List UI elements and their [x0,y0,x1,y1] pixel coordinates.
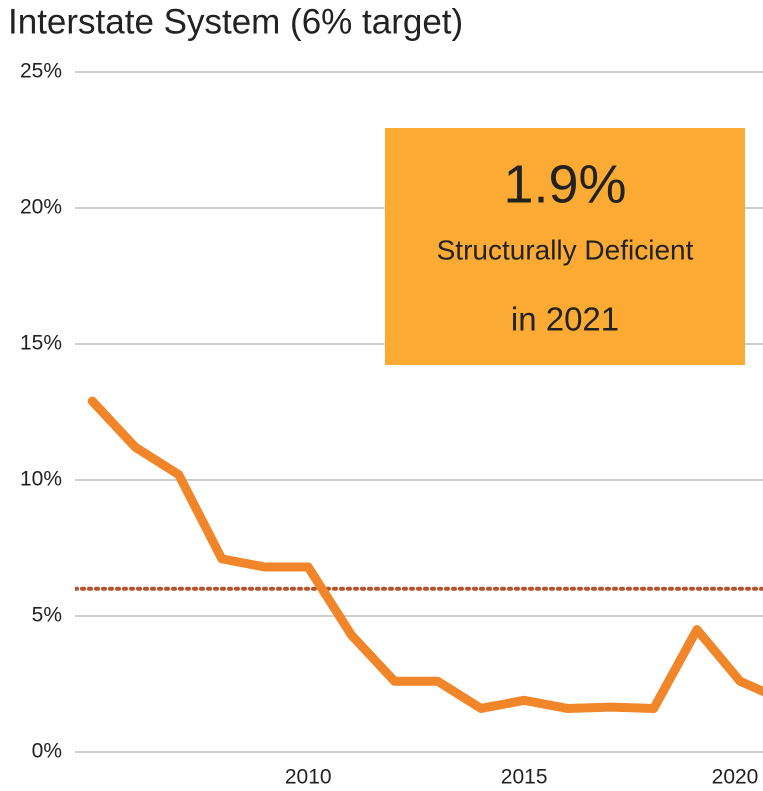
y-tick-label: 15% [20,332,62,355]
y-tick-label: 25% [20,60,62,83]
plot-area [75,396,763,713]
annotation-headline: 1.9% [503,154,626,214]
annotation-box [385,128,745,365]
x-tick-label: 2020 [712,766,759,789]
y-tick-label: 5% [32,604,62,627]
data-line [87,396,763,713]
annotation-text: Structurally Deficient [437,234,694,265]
annotation-text: in 2021 [511,301,619,338]
y-tick-label: 0% [32,740,62,763]
y-tick-label: 10% [20,468,62,491]
x-tick-label: 2010 [285,766,332,789]
chart-title: Interstate System (6% target) [8,2,463,41]
y-tick-label: 20% [20,196,62,219]
x-tick-label: 2015 [501,766,548,789]
